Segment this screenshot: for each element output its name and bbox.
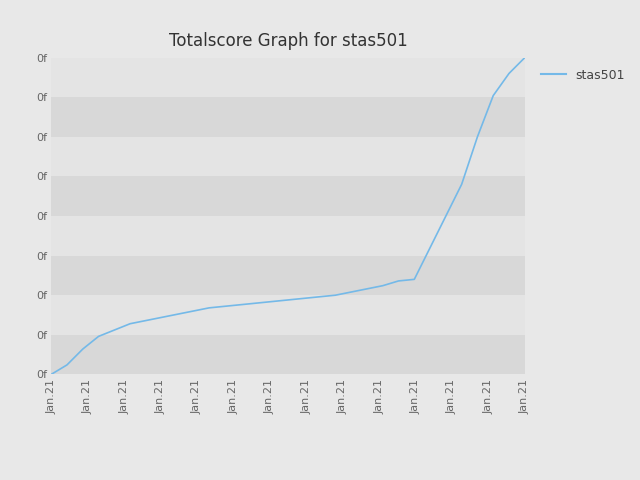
stas501 bbox=[426, 245, 434, 251]
Bar bbox=[51, 335, 525, 374]
stas501 bbox=[332, 292, 339, 298]
stas501 bbox=[221, 303, 228, 309]
stas501 bbox=[474, 134, 481, 140]
stas501 bbox=[111, 327, 118, 333]
stas501 bbox=[158, 314, 166, 320]
stas501 bbox=[395, 278, 403, 284]
stas501 bbox=[253, 300, 260, 306]
Bar bbox=[51, 58, 525, 97]
stas501 bbox=[268, 299, 276, 304]
stas501 bbox=[410, 276, 418, 282]
stas501 bbox=[284, 297, 292, 303]
Bar bbox=[51, 295, 525, 335]
stas501 bbox=[490, 93, 497, 98]
stas501 bbox=[63, 362, 71, 368]
stas501 bbox=[379, 283, 387, 288]
Bar bbox=[51, 216, 525, 255]
Bar bbox=[51, 176, 525, 216]
stas501 bbox=[363, 286, 371, 292]
stas501 bbox=[505, 71, 513, 76]
stas501 bbox=[126, 321, 134, 326]
Line: stas501: stas501 bbox=[51, 58, 525, 374]
stas501 bbox=[79, 346, 86, 352]
Title: Totalscore Graph for stas501: Totalscore Graph for stas501 bbox=[168, 33, 408, 50]
stas501 bbox=[442, 213, 450, 219]
stas501 bbox=[237, 302, 244, 308]
stas501 bbox=[142, 318, 150, 324]
stas501 bbox=[348, 289, 355, 295]
Bar bbox=[51, 137, 525, 177]
stas501 bbox=[189, 308, 197, 314]
stas501 bbox=[300, 296, 308, 301]
stas501 bbox=[47, 372, 55, 377]
stas501 bbox=[95, 334, 102, 339]
stas501 bbox=[458, 181, 465, 187]
stas501 bbox=[521, 55, 529, 60]
stas501 bbox=[173, 312, 181, 317]
Bar bbox=[51, 97, 525, 137]
stas501 bbox=[316, 294, 323, 300]
Legend: stas501: stas501 bbox=[536, 64, 630, 87]
stas501 bbox=[205, 305, 213, 311]
Bar bbox=[51, 255, 525, 295]
